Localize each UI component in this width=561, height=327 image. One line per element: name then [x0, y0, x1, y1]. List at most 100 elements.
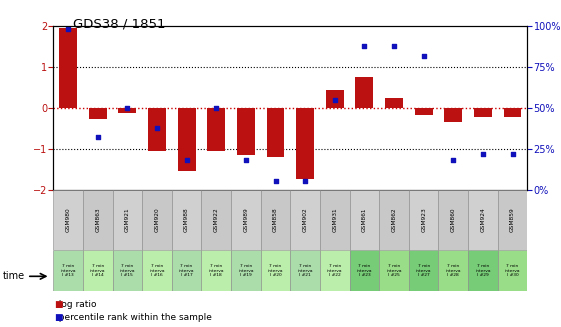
Point	[301, 179, 310, 184]
Text: 7 min
interva
l #23: 7 min interva l #23	[357, 264, 372, 277]
Bar	[409, 190, 439, 250]
Bar	[468, 250, 498, 291]
Bar	[261, 250, 290, 291]
Bar	[113, 190, 142, 250]
Text: 7 min
interva
l #17: 7 min interva l #17	[179, 264, 194, 277]
Bar	[148, 108, 166, 151]
Bar	[201, 250, 231, 291]
Bar	[444, 108, 462, 122]
Bar	[439, 250, 468, 291]
Text: 7 min
interva
l #22: 7 min interva l #22	[327, 264, 343, 277]
Text: 7 min
interva
l #15: 7 min interva l #15	[119, 264, 135, 277]
Bar	[201, 190, 231, 250]
Bar	[409, 250, 439, 291]
Bar	[385, 98, 403, 108]
Point	[389, 43, 398, 48]
Bar	[53, 190, 83, 250]
Point	[93, 135, 102, 140]
Bar	[231, 190, 261, 250]
Text: GSM931: GSM931	[332, 208, 337, 232]
Bar	[290, 250, 320, 291]
Text: GSM920: GSM920	[154, 208, 159, 232]
Text: GDS38 / 1851: GDS38 / 1851	[73, 18, 165, 31]
Text: GSM922: GSM922	[214, 208, 219, 232]
Bar	[53, 250, 83, 291]
Point	[449, 158, 458, 163]
Bar	[326, 90, 344, 108]
Point	[508, 151, 517, 156]
Point	[153, 125, 162, 130]
Bar	[208, 108, 225, 151]
Point	[330, 97, 339, 102]
Point	[271, 179, 280, 184]
Bar	[172, 190, 201, 250]
Text: 7 min
interva
l #29: 7 min interva l #29	[475, 264, 491, 277]
Bar	[498, 250, 527, 291]
Text: GSM923: GSM923	[421, 208, 426, 232]
Bar	[350, 250, 379, 291]
Bar	[261, 190, 290, 250]
Point	[419, 53, 428, 58]
Text: ■: ■	[54, 300, 63, 309]
Text: GSM860: GSM860	[451, 208, 456, 232]
Bar	[290, 190, 320, 250]
Text: 7 min
interva
l #14: 7 min interva l #14	[90, 264, 105, 277]
Text: GSM859: GSM859	[510, 208, 515, 232]
Text: GSM861: GSM861	[362, 208, 367, 232]
Text: GSM863: GSM863	[95, 208, 100, 232]
Bar	[118, 108, 136, 113]
Text: GSM924: GSM924	[480, 208, 485, 232]
Text: 7 min
interva
l #13: 7 min interva l #13	[61, 264, 76, 277]
Bar	[474, 108, 492, 117]
Bar	[89, 108, 107, 119]
Text: log ratio: log ratio	[53, 300, 97, 309]
Text: 7 min
interva
l #16: 7 min interva l #16	[149, 264, 165, 277]
Point	[360, 43, 369, 48]
Bar	[498, 190, 527, 250]
Bar	[172, 250, 201, 291]
Text: 7 min
interva
l #20: 7 min interva l #20	[268, 264, 283, 277]
Point	[211, 105, 220, 111]
Text: ■: ■	[54, 313, 63, 322]
Bar	[59, 28, 77, 108]
Text: time: time	[3, 271, 25, 281]
Text: percentile rank within the sample: percentile rank within the sample	[53, 313, 212, 322]
Text: 7 min
interva
l #28: 7 min interva l #28	[445, 264, 461, 277]
Text: 7 min
interva
l #21: 7 min interva l #21	[297, 264, 313, 277]
Bar	[296, 108, 314, 180]
Bar	[266, 108, 284, 157]
Bar	[415, 108, 433, 115]
Bar	[83, 250, 113, 291]
Bar	[379, 250, 409, 291]
Text: GSM921: GSM921	[125, 208, 130, 232]
Text: GSM902: GSM902	[302, 208, 307, 232]
Text: GSM858: GSM858	[273, 208, 278, 232]
Bar	[379, 190, 409, 250]
Bar	[113, 250, 142, 291]
Text: 7 min
interva
l #27: 7 min interva l #27	[416, 264, 431, 277]
Point	[182, 158, 191, 163]
Point	[241, 158, 250, 163]
Text: 7 min
interva
l #30: 7 min interva l #30	[505, 264, 520, 277]
Bar	[320, 250, 350, 291]
Point	[479, 151, 488, 156]
Text: 7 min
interva
l #19: 7 min interva l #19	[238, 264, 254, 277]
Bar	[142, 190, 172, 250]
Text: GSM988: GSM988	[184, 208, 189, 232]
Point	[123, 105, 132, 111]
Text: GSM989: GSM989	[243, 208, 249, 232]
Point	[63, 27, 72, 32]
Text: GSM980: GSM980	[66, 208, 71, 232]
Bar	[320, 190, 350, 250]
Bar	[439, 190, 468, 250]
Bar	[178, 108, 195, 171]
Bar	[142, 250, 172, 291]
Bar	[356, 77, 373, 108]
Bar	[237, 108, 255, 155]
Bar	[231, 250, 261, 291]
Bar	[468, 190, 498, 250]
Bar	[504, 108, 521, 117]
Text: 7 min
interva
l #18: 7 min interva l #18	[209, 264, 224, 277]
Bar	[350, 190, 379, 250]
Bar	[83, 190, 113, 250]
